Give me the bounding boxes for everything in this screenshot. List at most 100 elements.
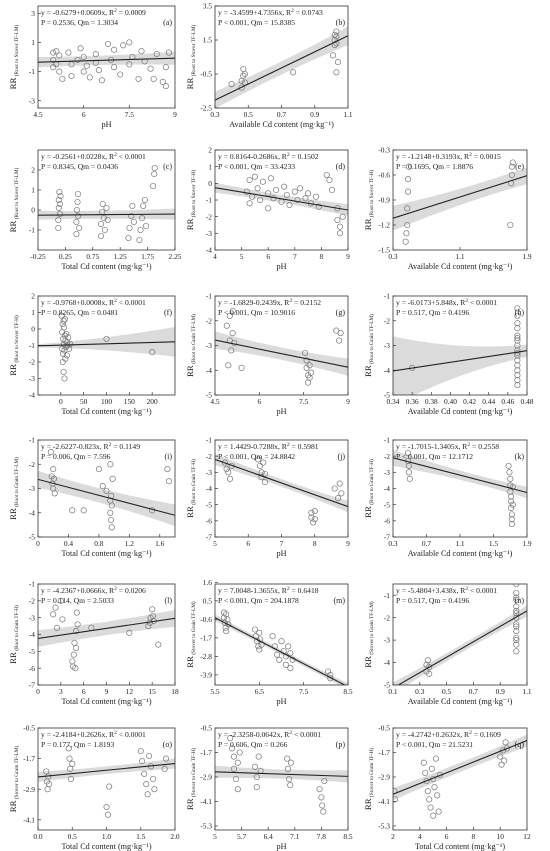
regression-equation: y = -0.9768+0.0008x, R2 < 0.0001 <box>41 298 146 307</box>
data-point <box>514 377 521 384</box>
y-tick-label: -3 <box>384 341 390 350</box>
plot-frame <box>214 727 349 831</box>
data-point <box>316 786 323 793</box>
data-point <box>405 188 412 195</box>
data-point <box>238 364 245 371</box>
panel-letter: (g) <box>336 308 346 317</box>
data-point <box>126 39 133 46</box>
y-tick-label: -1 <box>206 436 212 445</box>
data-point <box>74 621 81 628</box>
data-point <box>226 475 234 482</box>
x-tick-label: 0.44 <box>482 397 495 406</box>
data-point <box>71 639 78 646</box>
data-points <box>227 735 328 815</box>
x-tick-label: 2 <box>391 832 395 841</box>
data-point <box>497 753 504 760</box>
data-point <box>240 72 247 79</box>
data-point <box>513 610 520 617</box>
data-point <box>286 201 293 209</box>
data-point <box>313 193 320 200</box>
y-tick-label: -5 <box>29 533 35 542</box>
regression-equation: y = -3.4599+4.7356x, R2 = 0.0743 <box>218 8 323 17</box>
data-point <box>145 752 153 760</box>
data-point <box>259 178 266 185</box>
data-point <box>223 628 230 635</box>
regression-stats: P = 0.1695, Qm = 1.8876 <box>396 162 473 171</box>
data-point <box>155 641 162 648</box>
data-point <box>320 808 327 815</box>
x-tick-label: 6 <box>266 252 270 261</box>
data-point <box>513 594 520 601</box>
data-point <box>325 668 332 675</box>
data-point <box>507 488 514 495</box>
data-point <box>55 224 62 232</box>
plot-frame <box>37 149 176 251</box>
regression-line <box>215 35 348 101</box>
y-tick-label: -4 <box>384 366 390 375</box>
data-point <box>65 49 72 56</box>
data-point <box>281 183 288 190</box>
y-tick-label: -7 <box>206 533 212 542</box>
data-points <box>47 449 172 531</box>
data-points <box>55 164 158 244</box>
data-point <box>403 230 410 237</box>
y-tick-label: 2 <box>31 292 35 301</box>
data-point <box>106 783 113 790</box>
data-point <box>508 163 515 170</box>
data-point <box>50 475 58 482</box>
data-point <box>514 335 521 342</box>
x-tick-label: 1.1 <box>455 252 465 261</box>
chart-panel-i: 0 0.4 0.8 1.2 1.6 -5 -4 -3 -2 -1 Total Cd content … <box>8 436 176 558</box>
data-point <box>50 466 57 473</box>
data-point <box>291 188 298 195</box>
data-point <box>70 651 77 658</box>
data-point <box>287 649 294 657</box>
y-axis-label: RR (Root to Stover TF-LM) <box>8 24 20 89</box>
plot-frame <box>214 583 349 686</box>
data-point <box>141 770 148 777</box>
data-point <box>286 775 293 783</box>
data-point <box>405 462 412 469</box>
data-point <box>164 466 171 473</box>
x-tick-label: 7.5 <box>125 110 135 119</box>
x-tick-label: 5.5 <box>210 687 220 696</box>
y-axis-label: RR (Root to Grain TF-LM) <box>8 457 20 520</box>
data-point <box>508 171 515 179</box>
chart-panel-o: 0.0 0.5 1.0 1.5 2.0 -4.1 -2.9 -1.7 -0.5 Total Cd … <box>8 724 180 851</box>
x-tick-label: 0.3 <box>415 687 425 696</box>
data-point <box>67 765 74 772</box>
data-point <box>336 223 344 230</box>
y-tick-label: 3.5 <box>203 2 213 11</box>
data-point <box>508 511 515 518</box>
data-point <box>431 784 438 791</box>
panel-letter: (i) <box>164 452 172 461</box>
data-point <box>338 490 345 497</box>
data-point <box>72 665 79 672</box>
data-point <box>161 765 168 772</box>
data-point <box>255 753 262 760</box>
panel-letter: (p) <box>336 740 346 749</box>
y-tick-label: -2 <box>384 452 390 461</box>
data-point <box>513 589 520 597</box>
panel-letter: (o) <box>163 740 173 749</box>
y-axis-label: RR (Stover to Grain TF-LM) <box>363 601 375 668</box>
chart-panel-p: 5 5.7 6.4 7.1 7.8 8.5 -5.3 -4.1 -2.9 -1.7 -0.5 pH RR… <box>185 724 353 851</box>
data-point <box>73 609 80 616</box>
x-tick-label: 4 <box>213 252 217 261</box>
confidence-band <box>393 336 527 395</box>
data-point <box>426 663 433 671</box>
y-tick-label: -4 <box>384 658 390 667</box>
data-point <box>503 745 510 752</box>
data-point <box>61 375 68 382</box>
confidence-band <box>393 605 527 685</box>
regression-equation: y = -1.2148+0.3193x, R2 = 0.0015 <box>396 152 501 161</box>
data-point <box>99 200 106 208</box>
y-tick-label: -0.5 <box>378 724 390 733</box>
data-point <box>136 236 143 244</box>
x-tick-label: 5 <box>213 832 217 841</box>
data-point <box>514 342 521 349</box>
y-axis-label: RR (Root to Grain TF-H) <box>363 459 375 518</box>
data-point <box>513 621 520 628</box>
data-point <box>126 224 133 232</box>
data-point <box>129 202 136 210</box>
